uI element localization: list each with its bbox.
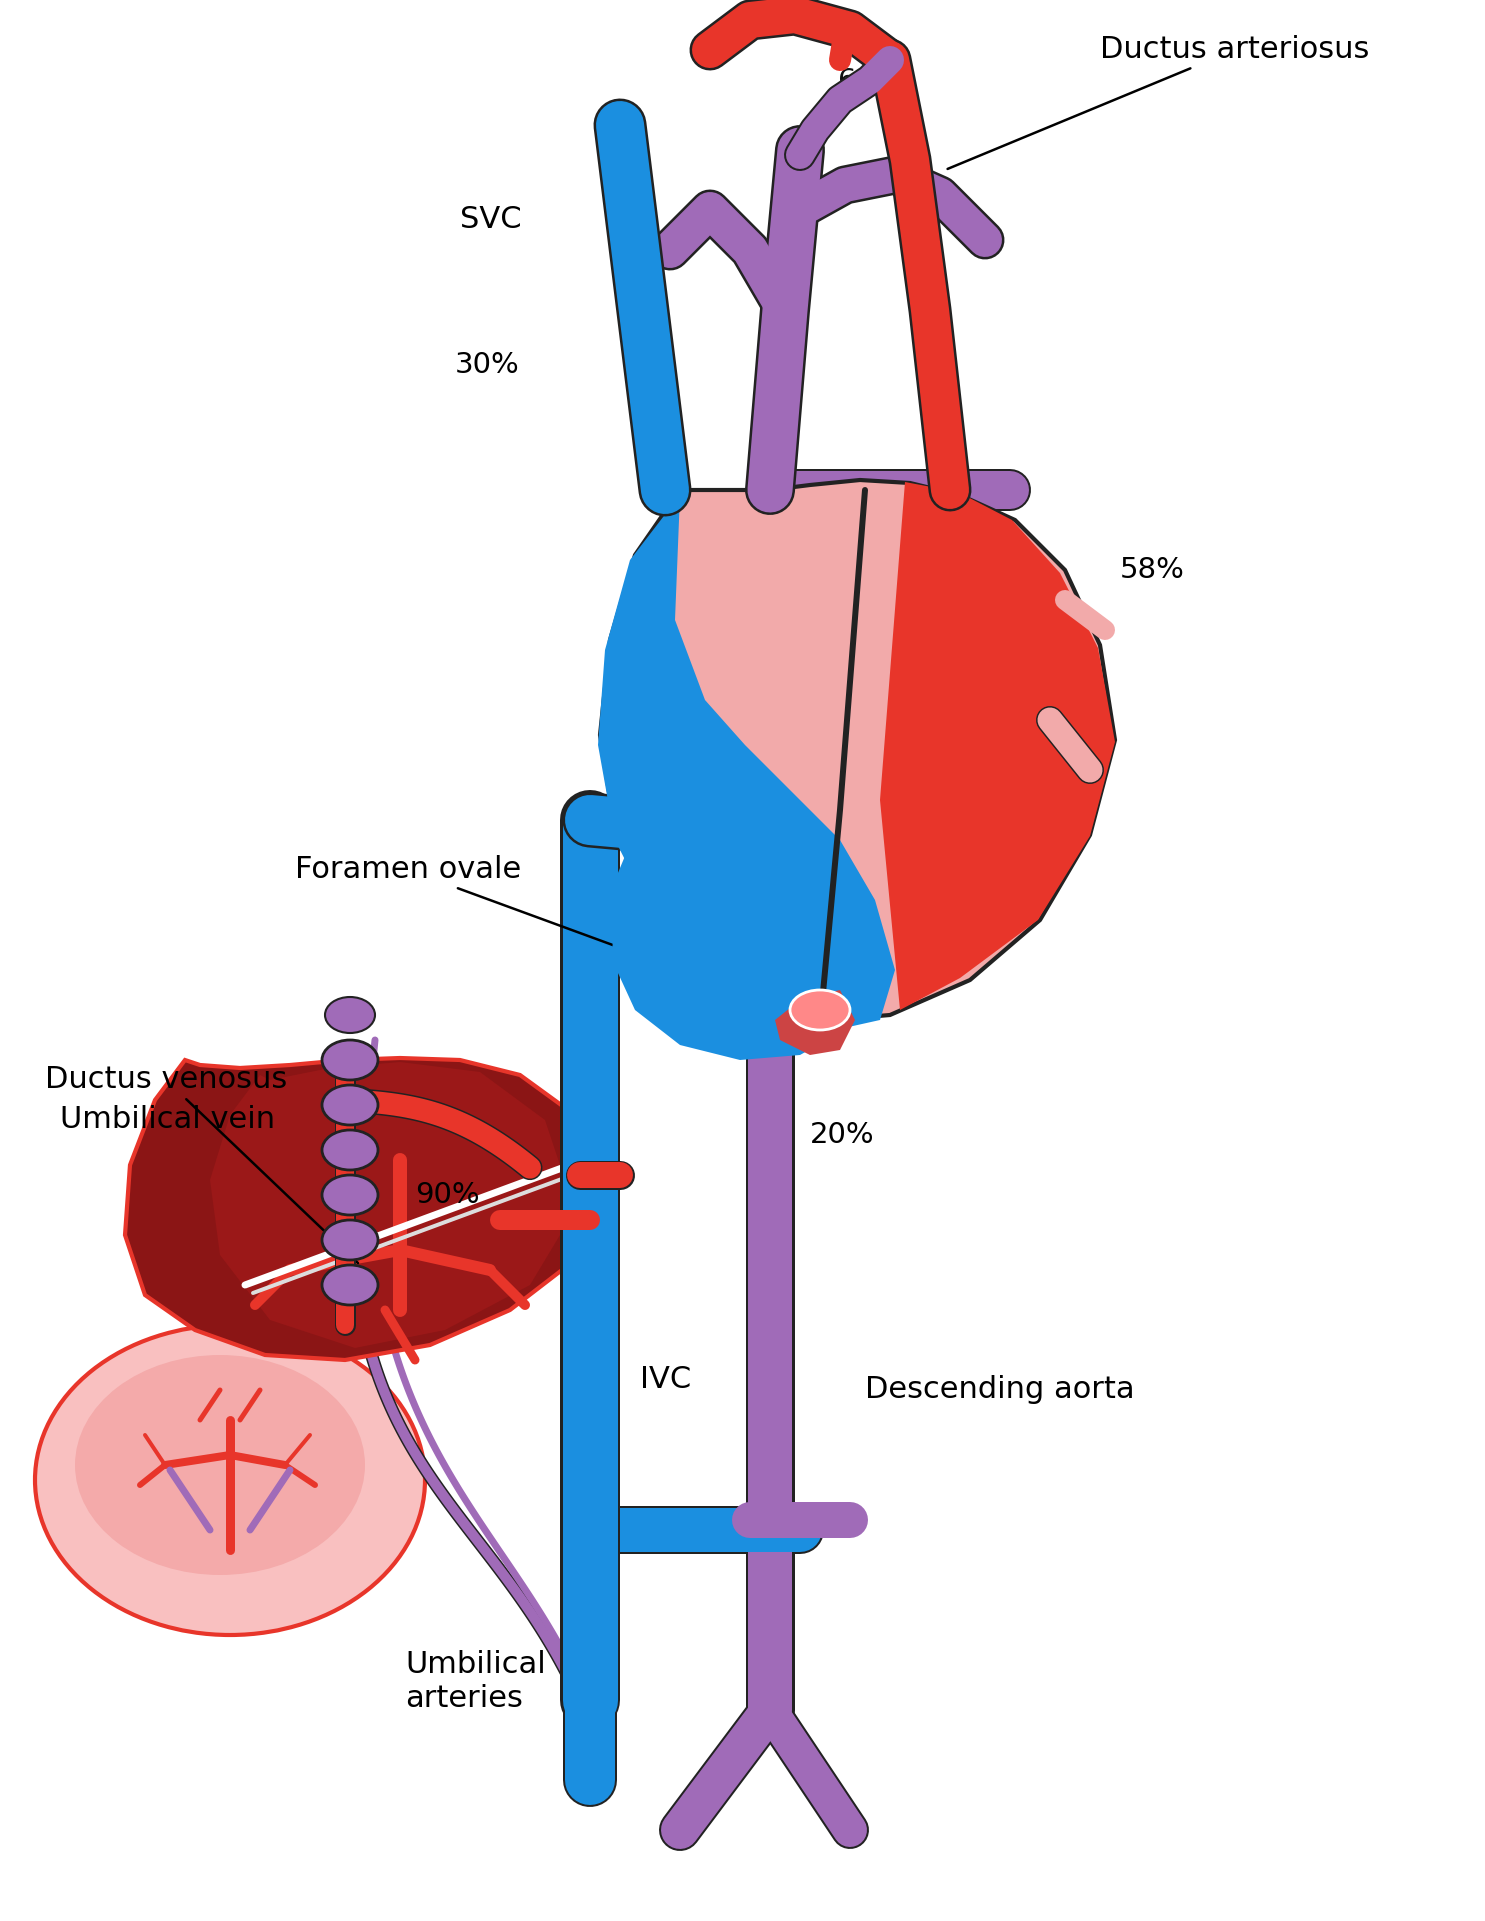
Ellipse shape xyxy=(36,1325,425,1635)
Polygon shape xyxy=(612,815,864,1060)
Polygon shape xyxy=(775,989,855,1055)
Polygon shape xyxy=(598,496,895,1030)
Text: Umbilical vein: Umbilical vein xyxy=(59,1105,275,1135)
Text: 20%: 20% xyxy=(809,1122,875,1149)
Polygon shape xyxy=(125,1058,600,1360)
Text: 90%: 90% xyxy=(416,1181,480,1208)
Ellipse shape xyxy=(325,997,376,1033)
Text: 58%: 58% xyxy=(1120,555,1185,584)
Text: 67%: 67% xyxy=(676,895,745,924)
Text: Ductus arteriosus: Ductus arteriosus xyxy=(947,35,1369,169)
Ellipse shape xyxy=(76,1354,365,1575)
Text: SVC: SVC xyxy=(460,206,521,234)
Text: IVC: IVC xyxy=(640,1366,691,1395)
Text: Umbilical
arteries: Umbilical arteries xyxy=(405,1650,546,1714)
Ellipse shape xyxy=(322,1266,379,1304)
Ellipse shape xyxy=(322,1085,379,1126)
Text: 62%: 62% xyxy=(838,67,903,94)
Polygon shape xyxy=(600,480,1115,1020)
Text: Foramen ovale: Foramen ovale xyxy=(296,855,787,1009)
Text: Ductus venosus: Ductus venosus xyxy=(45,1066,358,1264)
Ellipse shape xyxy=(322,1130,379,1170)
Text: 62%: 62% xyxy=(955,766,1025,793)
Text: Descending aorta: Descending aorta xyxy=(864,1375,1135,1404)
Ellipse shape xyxy=(322,1176,379,1214)
Text: 30%: 30% xyxy=(454,352,520,378)
Ellipse shape xyxy=(322,1039,379,1080)
Polygon shape xyxy=(209,1062,575,1349)
Polygon shape xyxy=(881,482,1115,1010)
Ellipse shape xyxy=(322,1220,379,1260)
Ellipse shape xyxy=(790,989,849,1030)
